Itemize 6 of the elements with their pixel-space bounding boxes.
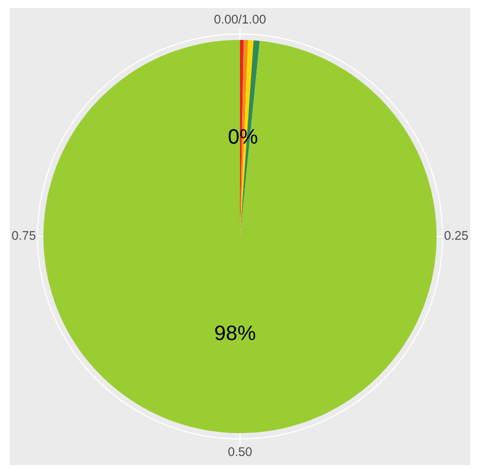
- text: 0.75: [12, 231, 36, 240]
- data-label: 98%: [215, 326, 256, 340]
- pie-slice: [43, 40, 437, 434]
- text: 0.00/1.00: [214, 14, 266, 24]
- text: 0.50: [228, 447, 252, 456]
- text: 0.25: [444, 231, 468, 240]
